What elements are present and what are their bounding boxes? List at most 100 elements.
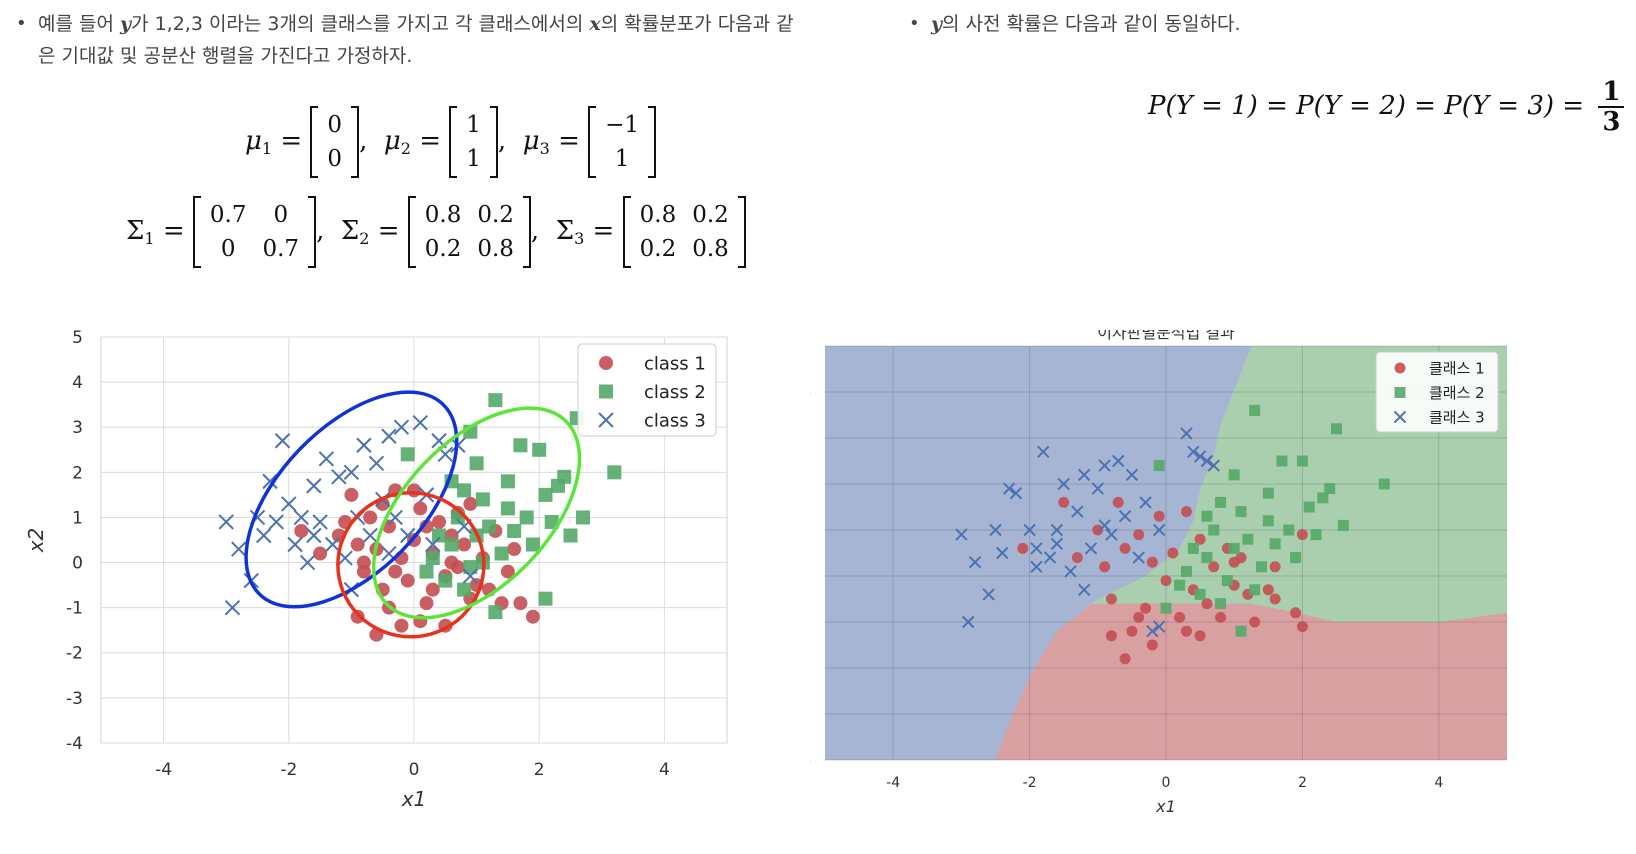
data-point	[1200, 454, 1214, 468]
data-point	[475, 492, 490, 507]
data-point	[363, 510, 378, 525]
data-point	[381, 428, 397, 444]
y-tick-label: 5	[72, 330, 83, 348]
prior-lhs: P(Y = 1) = P(Y = 2) = P(Y = 3) =	[1148, 91, 1585, 121]
data-point	[1331, 423, 1342, 435]
data-point	[306, 478, 322, 494]
data-point	[1174, 579, 1186, 591]
data-point	[1317, 492, 1329, 504]
bullet-text: 의 사전 확률은 다음과 같이 동일하다.	[942, 13, 1241, 35]
data-point	[1228, 556, 1240, 568]
data-point	[425, 536, 441, 553]
data-point	[294, 523, 309, 538]
data-point	[350, 537, 365, 552]
data-point	[1105, 528, 1118, 541]
data-point	[1310, 529, 1322, 541]
legend-label: 클래스 3	[1429, 408, 1485, 426]
data-point	[425, 582, 440, 597]
data-point	[1084, 542, 1098, 555]
data-point	[457, 483, 472, 498]
data-point	[457, 582, 472, 597]
fraction-numerator: 1	[1598, 78, 1625, 108]
data-point	[1043, 551, 1057, 564]
x-tick-label: 4	[1434, 775, 1443, 791]
data-point	[1160, 575, 1172, 587]
y-tick-label: 2	[72, 463, 83, 483]
data-point	[299, 554, 316, 571]
data-point	[218, 514, 234, 530]
bullet-dot: •	[16, 13, 27, 34]
data-point	[607, 465, 622, 480]
data-point	[532, 442, 547, 457]
data-point	[1017, 542, 1029, 554]
x-tick-label: 2	[534, 760, 545, 780]
y-tick-label: -4	[66, 734, 83, 754]
matrix-cell: 0	[220, 236, 236, 262]
data-point	[344, 487, 359, 502]
data-point	[525, 609, 540, 624]
x-tick-label: 2	[1298, 775, 1307, 791]
data-point	[507, 542, 522, 557]
matrix-cell: −1	[605, 112, 640, 138]
data-point	[256, 527, 272, 544]
data-point	[1269, 593, 1281, 605]
matrix-cell: 1	[466, 112, 481, 138]
data-point	[1119, 542, 1131, 554]
data-point	[407, 483, 421, 498]
data-point	[1180, 625, 1192, 637]
data-point	[500, 501, 515, 516]
data-point	[1098, 519, 1111, 532]
data-point	[1077, 583, 1091, 597]
data-point	[599, 384, 613, 399]
bullet-text: 의 확률분포가 다음과 같	[600, 13, 794, 35]
data-point	[400, 447, 415, 462]
legend-box	[1375, 351, 1499, 433]
math-var-y: y	[120, 13, 132, 35]
y-tick-label: 5	[810, 339, 811, 355]
data-point	[1337, 519, 1349, 531]
data-point	[1215, 611, 1227, 623]
legend-label: class 1	[644, 353, 706, 374]
data-point	[419, 519, 434, 534]
data-point	[1112, 454, 1125, 468]
data-point	[1228, 542, 1240, 554]
y-tick-label: 1	[72, 508, 83, 528]
data-point	[438, 573, 453, 588]
data-point	[1269, 561, 1281, 573]
data-point	[1160, 602, 1172, 614]
y-tick-label: 2	[810, 477, 811, 493]
data-point	[500, 474, 515, 489]
data-point	[1118, 509, 1132, 523]
matrix-cell: 0.8	[424, 202, 462, 228]
matrix-cell: 0.8	[639, 202, 677, 228]
y-tick-label: -1	[66, 599, 83, 619]
data-point	[368, 455, 385, 472]
data-point	[1009, 486, 1023, 500]
data-point	[1037, 445, 1050, 459]
data-point	[1146, 624, 1159, 638]
data-point	[419, 596, 434, 611]
data-point	[425, 551, 440, 566]
data-point	[955, 528, 968, 541]
class-3-ellipse	[244, 390, 459, 609]
data-point	[313, 546, 328, 561]
data-point	[1180, 506, 1192, 518]
data-point	[1071, 505, 1084, 518]
data-point	[1105, 630, 1117, 642]
sigma-equation: Σ1 = 0.7 0 0 0.7 , Σ2 = 0.8 0.2 0.2 0.8 , Σ3…	[126, 196, 746, 268]
data-point	[1187, 542, 1199, 554]
data-point	[1194, 533, 1206, 545]
sigma2-matrix: 0.8 0.2 0.2 0.8	[407, 196, 532, 268]
bullet-text: 예를 들어	[38, 13, 120, 35]
matrix-cell: 0.2	[639, 236, 677, 262]
data-point	[513, 596, 528, 611]
y-axis-label: x2	[24, 528, 48, 554]
data-point	[1249, 616, 1261, 628]
data-point	[1098, 459, 1111, 472]
data-point	[1394, 362, 1406, 374]
sigma3-matrix: 0.8 0.2 0.2 0.8	[622, 196, 746, 268]
class-1-ellipse	[336, 491, 486, 639]
data-point	[1119, 653, 1131, 665]
